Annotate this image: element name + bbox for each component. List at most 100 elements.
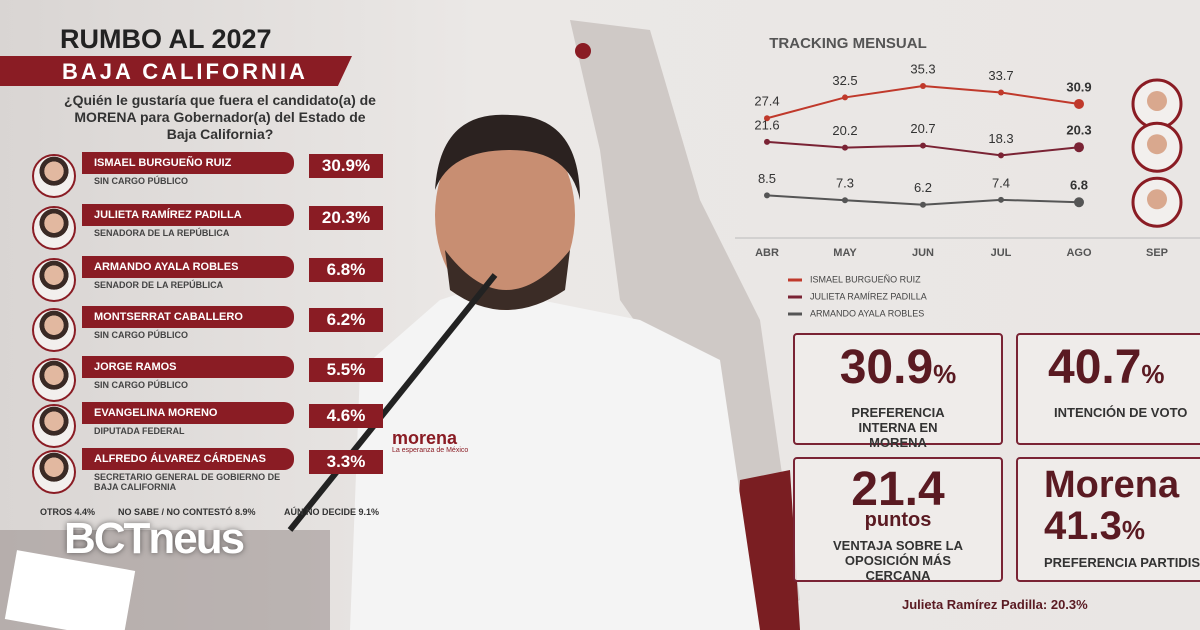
x-tick-label: ABR: [755, 247, 779, 259]
candidate-value: 20.3%: [309, 206, 383, 230]
avatar: [32, 404, 76, 448]
question: ¿Quién le gustaría que fuera el candidat…: [64, 92, 376, 142]
data-label: 20.7: [910, 121, 935, 136]
brand: BCTneus: [64, 514, 245, 563]
data-point: [1074, 197, 1084, 208]
data-point: [920, 83, 926, 90]
data-point: [998, 89, 1004, 96]
candidate-value: 30.9%: [309, 154, 383, 178]
title: RUMBO AL 2027: [60, 24, 272, 54]
data-label: 30.9: [1066, 79, 1091, 94]
avatar: [32, 308, 76, 352]
data-point: [920, 142, 926, 149]
stat-card: 21.4 puntos VENTAJA SOBRE LA OPOSICIÓN M…: [793, 457, 1003, 583]
candidate-row: ISMAEL BURGUEÑO RUIZ SIN CARGO PÚBLICO 3…: [32, 152, 384, 198]
candidate-value: 6.2%: [309, 308, 383, 332]
data-point: [842, 94, 848, 101]
other-item: NO SABE / NO CONTESTÓ 8.9%: [118, 507, 256, 517]
x-tick-label: JUN: [912, 247, 934, 259]
x-tick-label: SEP: [1146, 247, 1168, 259]
person-hair: [435, 114, 580, 200]
candidate-role: SENADORA DE LA REPÚBLICA: [94, 228, 230, 238]
data-point: [1074, 98, 1084, 109]
subtitle: BAJA CALIFORNIA: [62, 59, 308, 84]
stat-card: 30.9% PREFERENCIA INTERNA EN MORENA: [793, 333, 1003, 450]
series-line: [766, 85, 1080, 120]
candidate-name: ISMAEL BURGUEÑO RUIZ: [82, 152, 294, 174]
candidate-value: 5.5%: [309, 358, 383, 382]
microphone: [287, 273, 498, 532]
data-label: 32.5: [832, 73, 857, 88]
other-item: OTROS 4.4%: [40, 507, 96, 517]
data-point: [998, 196, 1004, 203]
data-label: 20.2: [832, 123, 857, 138]
person-shirt: [350, 290, 760, 630]
sign: [4, 550, 136, 630]
data-point: [842, 197, 848, 204]
chart-title: TRACKING MENSUAL: [769, 35, 927, 52]
stat-card: Morena 41.3% PREFERENCIA PARTIDISTA: [1016, 457, 1200, 582]
data-label: 33.7: [988, 68, 1013, 83]
shirt-logo: morena: [392, 428, 458, 448]
x-tick-label: JUL: [991, 247, 1012, 259]
x-tick-label: AGO: [1066, 247, 1092, 259]
legend-label: JULIETA RAMÍREZ PADILLA: [810, 291, 927, 301]
data-point: [920, 201, 926, 208]
footer-note: Julieta Ramírez Padilla: 20.3%: [902, 597, 1088, 612]
x-tick-label: MAY: [833, 247, 857, 259]
legend-label: ISMAEL BURGUEÑO RUIZ: [810, 274, 921, 284]
candidate-row: JORGE RAMOS SIN CARGO PÚBLICO 5.5%: [32, 356, 384, 402]
candidate-value: 3.3%: [309, 450, 383, 474]
candidate-role: SIN CARGO PÚBLICO: [94, 330, 189, 340]
candidate-value: 6.8%: [309, 258, 383, 282]
candidate-row: ARMANDO AYALA ROBLES SENADOR DE LA REPÚB…: [32, 256, 384, 302]
tracking-chart: TRACKING MENSUAL ABR MAY JUN JUL AGO SEP 27.4 3…: [735, 35, 1200, 318]
candidate-role: SECRETARIO GENERAL DE GOBIERNO DE BAJA C…: [94, 472, 281, 492]
data-label: 27.4: [754, 94, 779, 109]
candidate-name: ARMANDO AYALA ROBLES: [82, 256, 294, 278]
avatar-face: [1147, 134, 1167, 155]
stat-card: 40.7% INTENCIÓN DE VOTO: [1016, 333, 1200, 445]
candidate-name: EVANGELINA MORENO: [82, 402, 294, 424]
candidate-name: JORGE RAMOS: [82, 356, 294, 378]
candidate-row: ALFREDO ÁLVAREZ CÁRDENAS SECRETARIO GENE…: [32, 448, 384, 494]
data-point: [764, 138, 770, 145]
ribbon: [0, 56, 352, 86]
candidate-row: MONTSERRAT CABALLERO SIN CARGO PÚBLICO 6…: [32, 306, 384, 352]
data-label: 20.3: [1066, 123, 1091, 138]
data-label: 6.2: [914, 180, 932, 195]
data-point: [764, 192, 770, 199]
legend-label: ARMANDO AYALA ROBLES: [810, 308, 924, 318]
data-label: 8.5: [758, 171, 776, 186]
avatar: [32, 450, 76, 494]
other-item: AÚN NO DECIDE 9.1%: [284, 507, 380, 517]
candidate-role: SENADOR DE LA REPÚBLICA: [94, 280, 224, 290]
candidate-name: JULIETA RAMÍREZ PADILLA: [82, 204, 294, 226]
data-label: 7.4: [992, 175, 1010, 190]
candidate-value: 4.6%: [309, 404, 383, 428]
data-label: 21.6: [754, 117, 779, 132]
candidate-name: ALFREDO ÁLVAREZ CÁRDENAS: [82, 448, 294, 470]
candidate-role: SIN CARGO PÚBLICO: [94, 380, 189, 390]
data-label: 18.3: [988, 131, 1013, 146]
candidate-role: DIPUTADA FEDERAL: [94, 426, 185, 436]
data-point: [764, 115, 770, 122]
data-point: [1074, 142, 1084, 153]
data-label: 6.8: [1070, 178, 1088, 193]
avatar: [32, 258, 76, 302]
candidate-row: EVANGELINA MORENO DIPUTADA FEDERAL 4.6%: [32, 402, 384, 448]
data-point: [842, 144, 848, 151]
map-marker: [575, 43, 591, 59]
data-label: 35.3: [910, 61, 935, 76]
person-head: [435, 120, 575, 310]
avatar: [32, 154, 76, 198]
avatar: [32, 206, 76, 250]
shirt-tagline: La esperanza de México: [392, 447, 469, 454]
data-label: 7.3: [836, 176, 854, 191]
avatar-face: [1147, 90, 1167, 111]
candidate-role: SIN CARGO PÚBLICO: [94, 176, 189, 186]
map-shape: [570, 20, 800, 630]
candidate-name: MONTSERRAT CABALLERO: [82, 306, 294, 328]
